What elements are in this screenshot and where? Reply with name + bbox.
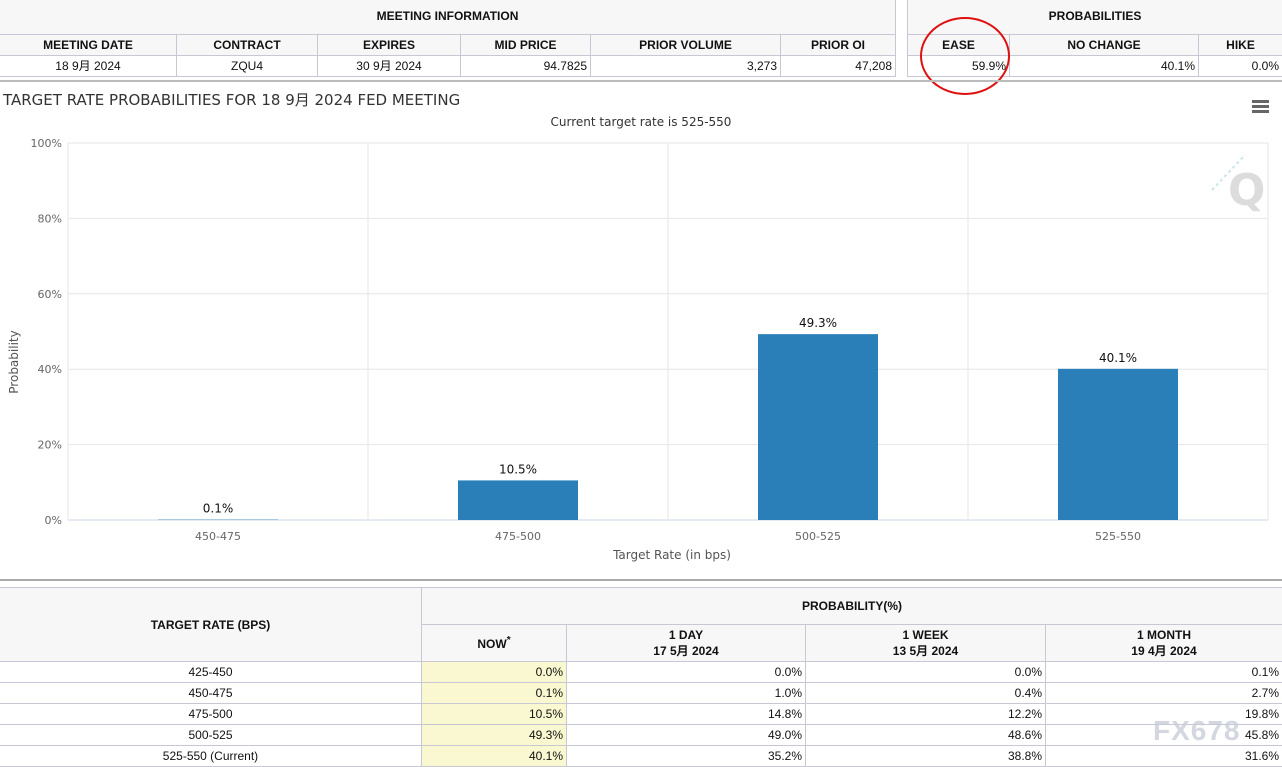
data-label: 10.5%: [499, 462, 537, 476]
meeting-info-table: MEETING INFORMATION MEETING DATE CONTRAC…: [0, 0, 896, 77]
target-rate-cell: 425-450: [0, 661, 422, 683]
table-row: 500-525 49.3% 49.0% 48.6% 45.8%: [0, 724, 1282, 746]
col-date: 13 5月 2024: [892, 643, 959, 658]
probability-cell: 10.5%: [421, 703, 567, 725]
probability-cell: 1.0%: [566, 682, 806, 704]
mid-price: 94.7825: [460, 54, 591, 77]
col-mid-price: MID PRICE: [460, 33, 591, 56]
y-axis-label: Probability: [7, 330, 21, 393]
probability-cell: 35.2%: [566, 745, 806, 767]
col-meeting-date: MEETING DATE: [0, 33, 177, 56]
col-date: 17 5月 2024: [653, 643, 719, 658]
probability-cell: 0.4%: [805, 682, 1046, 704]
probability-cell: 0.0%: [805, 661, 1046, 683]
probability-cell: 2.7%: [1045, 682, 1282, 704]
probability-header: PROBABILITY(%): [421, 587, 1282, 625]
probability-cell: 31.6%: [1045, 745, 1282, 767]
divider: [897, 0, 907, 80]
bar-475-500[interactable]: [458, 480, 578, 520]
probability-cell: 0.0%: [421, 661, 567, 683]
probability-cell: 0.1%: [1045, 661, 1282, 683]
col-label: 1 MONTH: [1137, 627, 1191, 642]
bar-chart: 0% 20% 40% 60% 80% 100% 0.1% 450-475 10.5% 475-5…: [7, 137, 1269, 562]
col-ease: EASE: [907, 33, 1010, 56]
col-date: 19 4月 2024: [1131, 643, 1197, 658]
probability-cell: 45.8%: [1045, 724, 1282, 746]
probability-cell: 12.2%: [805, 703, 1046, 725]
hamburger-menu-icon[interactable]: [1252, 100, 1269, 115]
now-footnote: *: [506, 635, 511, 646]
col-1-week: 1 WEEK 13 5月 2024: [805, 624, 1046, 662]
now-label: NOW: [477, 637, 507, 651]
q-logo-icon: Q: [1211, 154, 1265, 216]
probability-cell: 14.8%: [566, 703, 806, 725]
divider: [0, 579, 1282, 581]
prior-oi: 47,208: [780, 54, 896, 77]
probability-cell: 49.0%: [566, 724, 806, 746]
col-1-day: 1 DAY 17 5月 2024: [566, 624, 806, 662]
y-tick-label: 0%: [45, 514, 62, 527]
table-row: 425-450 0.0% 0.0% 0.0% 0.1%: [0, 661, 1282, 683]
table-row: 525-550 (Current) 40.1% 35.2% 38.8% 31.6%: [0, 745, 1282, 767]
bar-525-550[interactable]: [1058, 368, 1178, 520]
data-label: 49.3%: [799, 316, 837, 330]
meeting-date: 18 9月 2024: [0, 54, 177, 77]
probability-cell: 38.8%: [805, 745, 1046, 767]
no-change-value: 40.1%: [1009, 54, 1199, 77]
contract: ZQU4: [176, 54, 318, 77]
col-hike: HIKE: [1198, 33, 1282, 56]
probability-table: TARGET RATE (BPS) PROBABILITY(%) NOW* 1 …: [0, 587, 1282, 767]
ease-value: 59.9%: [907, 54, 1010, 77]
y-tick-label: 80%: [38, 212, 62, 225]
y-tick-label: 40%: [38, 363, 62, 376]
probability-cell: 49.3%: [421, 724, 567, 746]
col-no-change: NO CHANGE: [1009, 33, 1199, 56]
col-1-month: 1 MONTH 19 4月 2024: [1045, 624, 1282, 662]
data-label: 0.1%: [203, 502, 234, 516]
probability-cell: 0.1%: [421, 682, 567, 704]
probabilities-table: PROBABILITIES EASE NO CHANGE HIKE 59.9% …: [907, 0, 1282, 77]
table-row: 450-475 0.1% 1.0% 0.4% 2.7%: [0, 682, 1282, 704]
x-axis-label: Target Rate (in bps): [612, 548, 731, 562]
target-rate-cell: 475-500: [0, 703, 422, 725]
data-label: 40.1%: [1099, 351, 1137, 365]
y-tick-label: 100%: [31, 137, 62, 150]
x-tick-label: 450-475: [195, 530, 241, 543]
col-prior-oi: PRIOR OI: [780, 33, 896, 56]
y-tick-label: 60%: [38, 288, 62, 301]
col-target-rate: TARGET RATE (BPS): [0, 587, 422, 662]
chart-subtitle: Current target rate is 525-550: [550, 115, 732, 129]
probability-cell: 40.1%: [421, 745, 567, 767]
prior-volume: 3,273: [590, 54, 781, 77]
probability-cell: 0.0%: [566, 661, 806, 683]
col-expires: EXPIRES: [317, 33, 461, 56]
bar-500-525[interactable]: [758, 334, 878, 520]
expires: 30 9月 2024: [317, 54, 461, 77]
chart-title: TARGET RATE PROBABILITIES FOR 18 9月 2024…: [3, 91, 461, 109]
target-rate-cell: 450-475: [0, 682, 422, 704]
col-label: 1 DAY: [668, 627, 704, 642]
x-tick-label: 525-550: [1095, 530, 1141, 543]
table-row: 475-500 10.5% 14.8% 12.2% 19.8%: [0, 703, 1282, 725]
col-now: NOW*: [421, 624, 567, 662]
target-rate-cell: 500-525: [0, 724, 422, 746]
col-label: 1 WEEK: [902, 627, 949, 642]
meeting-info-title: MEETING INFORMATION: [0, 0, 896, 35]
col-prior-volume: PRIOR VOLUME: [590, 33, 781, 56]
probabilities-title: PROBABILITIES: [907, 0, 1282, 35]
x-tick-label: 475-500: [495, 530, 541, 543]
col-contract: CONTRACT: [176, 33, 318, 56]
probability-cell: 48.6%: [805, 724, 1046, 746]
svg-text:Q: Q: [1228, 165, 1265, 216]
hike-value: 0.0%: [1198, 54, 1282, 77]
watermark: FX678: [1153, 715, 1241, 746]
target-rate-cell: 525-550 (Current): [0, 745, 422, 767]
divider: [0, 80, 1282, 82]
y-tick-label: 20%: [38, 439, 62, 452]
x-tick-label: 500-525: [795, 530, 841, 543]
